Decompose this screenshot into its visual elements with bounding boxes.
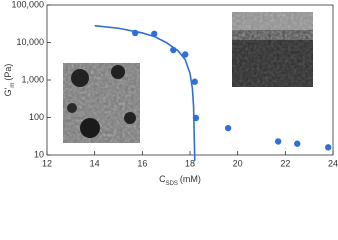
y-axis-label: G'm (Pa) [3, 64, 15, 97]
data-point [191, 78, 198, 85]
data-point [182, 51, 189, 58]
x-tick-label: 24 [328, 158, 338, 168]
y-label-sub: m [10, 83, 16, 88]
y-label-unit: (Pa) [3, 64, 13, 81]
y-tick-label: 100,000 [11, 0, 44, 9]
x-tick-label: 18 [185, 158, 195, 168]
inset-left [63, 63, 140, 143]
fit-line [94, 24, 196, 161]
chart: CSDS (mM) G'm (Pa) 10 100 1,000 10,000 100,000… [3, 0, 338, 187]
y-tick-label: 1,000 [21, 74, 44, 84]
x-tick-label: 16 [137, 158, 147, 168]
y-label-main: G' [3, 87, 13, 96]
y-tick-label: 100 [29, 112, 44, 122]
data-point [325, 144, 332, 151]
x-label-main: C [159, 174, 166, 184]
x-label-unit: (mM) [180, 174, 201, 184]
x-label-sub: SDS [166, 181, 178, 187]
data-point [274, 138, 282, 145]
x-axis-label: CSDS (mM) [159, 174, 201, 186]
inset-right [232, 12, 313, 87]
page: {"chart_data": {"type": "scatter", "log_… [3, 0, 338, 187]
data-point [224, 124, 232, 132]
y-tick-label: 10,000 [16, 37, 44, 47]
x-tick-label: 14 [90, 158, 100, 168]
x-tick-label: 22 [280, 158, 290, 168]
x-tick-label: 12 [42, 158, 52, 168]
data-point [294, 140, 301, 147]
y-tick-label: 10 [34, 149, 44, 159]
x-tick-label: 20 [233, 158, 243, 168]
